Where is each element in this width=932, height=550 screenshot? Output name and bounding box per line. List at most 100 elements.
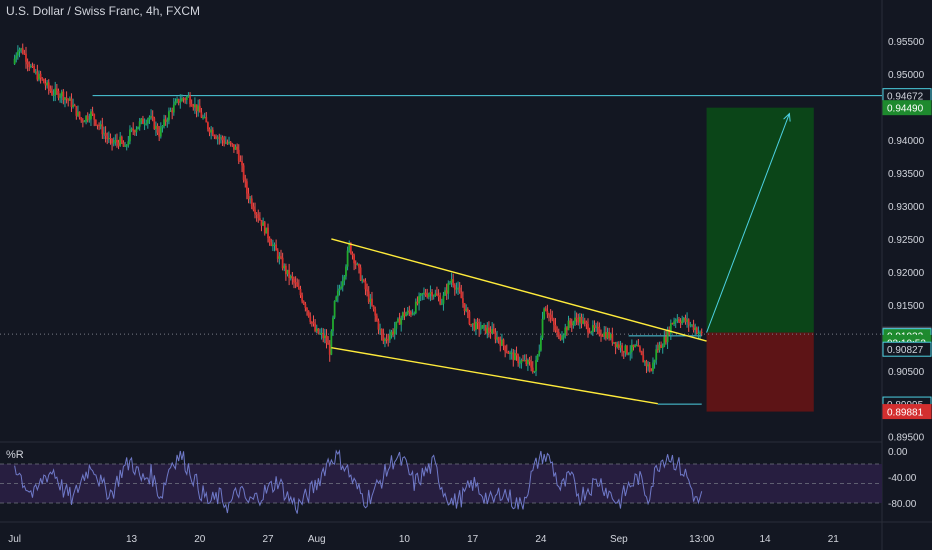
candle-body: [197, 105, 200, 112]
candle-body: [85, 115, 87, 122]
candle-body: [699, 331, 701, 334]
candle-body: [400, 317, 403, 325]
candle-body: [78, 111, 81, 118]
candle-body: [533, 370, 536, 372]
candle-body: [153, 118, 156, 129]
candle-body: [426, 295, 429, 297]
candle-body: [247, 193, 250, 200]
candle-body: [697, 333, 700, 335]
candle-body: [536, 354, 539, 361]
candle-body: [64, 97, 66, 101]
candle-body: [319, 333, 321, 335]
candle-body: [234, 146, 237, 150]
candle-body: [21, 48, 24, 54]
candle-body: [67, 99, 70, 101]
candle-body: [436, 293, 438, 296]
candle-body: [323, 335, 326, 339]
candle-body: [666, 329, 669, 343]
candle-body: [445, 290, 448, 294]
x-tick-label: 13:00: [689, 534, 714, 545]
candle-body: [151, 116, 154, 119]
x-tick-label: Sep: [610, 534, 628, 545]
candle-body: [255, 213, 258, 215]
candle-body: [608, 332, 611, 339]
candle-body: [549, 314, 552, 318]
candle-body: [617, 344, 620, 348]
candle-body: [46, 82, 49, 86]
candle-body: [312, 322, 315, 324]
candle-body: [653, 359, 656, 363]
candle-body: [133, 130, 136, 133]
candle-body: [523, 360, 526, 362]
candle-body: [143, 123, 146, 125]
candle-body: [476, 321, 479, 324]
candle-body: [609, 333, 612, 339]
candle-body: [276, 250, 279, 259]
candle-body: [539, 337, 542, 351]
candle-body: [621, 345, 624, 352]
candle-body: [465, 308, 468, 311]
candle-body: [281, 257, 284, 269]
candle-body: [70, 98, 73, 107]
candle-body: [278, 256, 281, 259]
candle-body: [341, 280, 344, 287]
candle-body: [288, 269, 291, 278]
candle-body: [556, 330, 559, 333]
candle-body: [26, 61, 29, 65]
candle-body: [228, 141, 230, 144]
candle-body: [543, 308, 546, 319]
candle-body: [377, 320, 380, 330]
candle-body: [315, 328, 318, 332]
x-tick-label: 17: [467, 534, 479, 545]
candle-body: [587, 324, 589, 333]
candle-body: [309, 316, 312, 322]
x-tick-label: Aug: [308, 534, 326, 545]
candle-body: [634, 345, 637, 347]
candle-body: [205, 117, 208, 123]
candle-body: [57, 90, 60, 98]
candle-body: [387, 339, 390, 341]
candle-body: [366, 289, 368, 292]
candle-body: [372, 305, 375, 310]
candle-body: [491, 328, 494, 334]
candle-body: [583, 320, 586, 322]
candle-body: [195, 104, 198, 112]
candle-body: [541, 318, 544, 338]
candle-body: [28, 64, 31, 68]
candle-body: [367, 291, 370, 302]
candle-body: [385, 338, 388, 340]
candle-body: [314, 323, 317, 332]
candle-body: [237, 149, 240, 161]
candle-body: [484, 324, 487, 334]
candle-body: [593, 325, 596, 328]
candle-body: [142, 118, 144, 124]
candle-body: [356, 264, 359, 266]
candle-body: [33, 66, 36, 72]
candle-body: [390, 331, 393, 336]
candle-body: [423, 292, 425, 294]
candle-body: [578, 316, 581, 323]
candle-body: [463, 303, 466, 311]
candle-body: [299, 288, 302, 296]
candle-body: [54, 88, 57, 95]
candle-body: [224, 142, 227, 144]
candle-body: [660, 344, 662, 348]
y-tick-label: 0.93000: [888, 202, 925, 213]
candle-body: [129, 129, 131, 142]
candle-body: [343, 276, 346, 281]
candle-body: [177, 99, 180, 103]
candle-body: [419, 293, 422, 296]
candle-body: [226, 142, 229, 144]
candle-body: [643, 361, 646, 363]
candle-body: [325, 335, 328, 344]
candle-body: [447, 283, 450, 294]
candle-body: [168, 111, 170, 121]
candle-body: [283, 265, 286, 269]
candle-body: [635, 345, 638, 347]
candle-body: [239, 160, 242, 162]
candle-body: [569, 320, 572, 324]
candle-body: [322, 332, 325, 339]
candle-body: [692, 324, 695, 331]
candle-body: [52, 94, 55, 96]
